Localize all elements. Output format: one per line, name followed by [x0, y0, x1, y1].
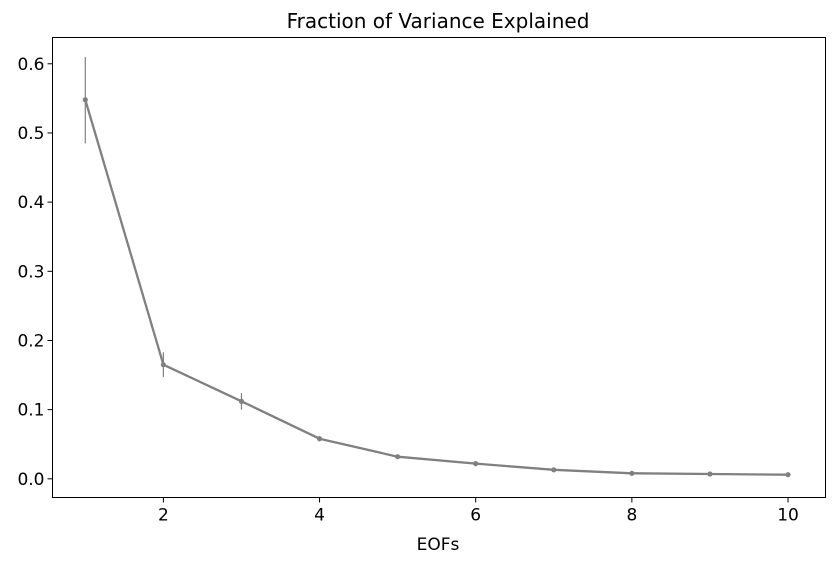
- y-tick-label: 0.2: [17, 331, 44, 351]
- y-tick-label: 0.6: [17, 55, 44, 75]
- x-tick-label: 10: [777, 506, 799, 526]
- plot-frame: [52, 37, 826, 498]
- data-point: [629, 470, 635, 476]
- data-point: [473, 461, 479, 467]
- chart-title: Fraction of Variance Explained: [287, 9, 590, 33]
- y-tick-label: 0.5: [17, 124, 44, 144]
- y-axis: 0.0 0.1 0.2 0.3 0.4 0.5 0.6: [17, 55, 53, 490]
- data-point: [82, 97, 88, 103]
- y-tick-label: 0.4: [17, 193, 44, 213]
- x-axis-label: EOFs: [417, 535, 460, 555]
- x-tick-label: 6: [470, 506, 481, 526]
- y-tick-label: 0.3: [17, 262, 44, 282]
- data-point: [395, 454, 401, 460]
- x-tick-label: 8: [626, 506, 637, 526]
- data-point: [707, 471, 713, 477]
- data-point: [160, 362, 166, 368]
- x-axis: 2 4 6 8 10: [158, 497, 799, 526]
- plot-area: [82, 56, 791, 478]
- x-tick-label: 4: [314, 506, 325, 526]
- data-point: [316, 436, 323, 442]
- data-point: [551, 467, 557, 473]
- y-tick-label: 0.1: [17, 401, 44, 421]
- data-point: [238, 398, 245, 404]
- data-point: [785, 472, 791, 478]
- series-line: [84, 99, 789, 476]
- x-tick-label: 2: [158, 506, 169, 526]
- y-tick-label: 0.0: [17, 470, 44, 490]
